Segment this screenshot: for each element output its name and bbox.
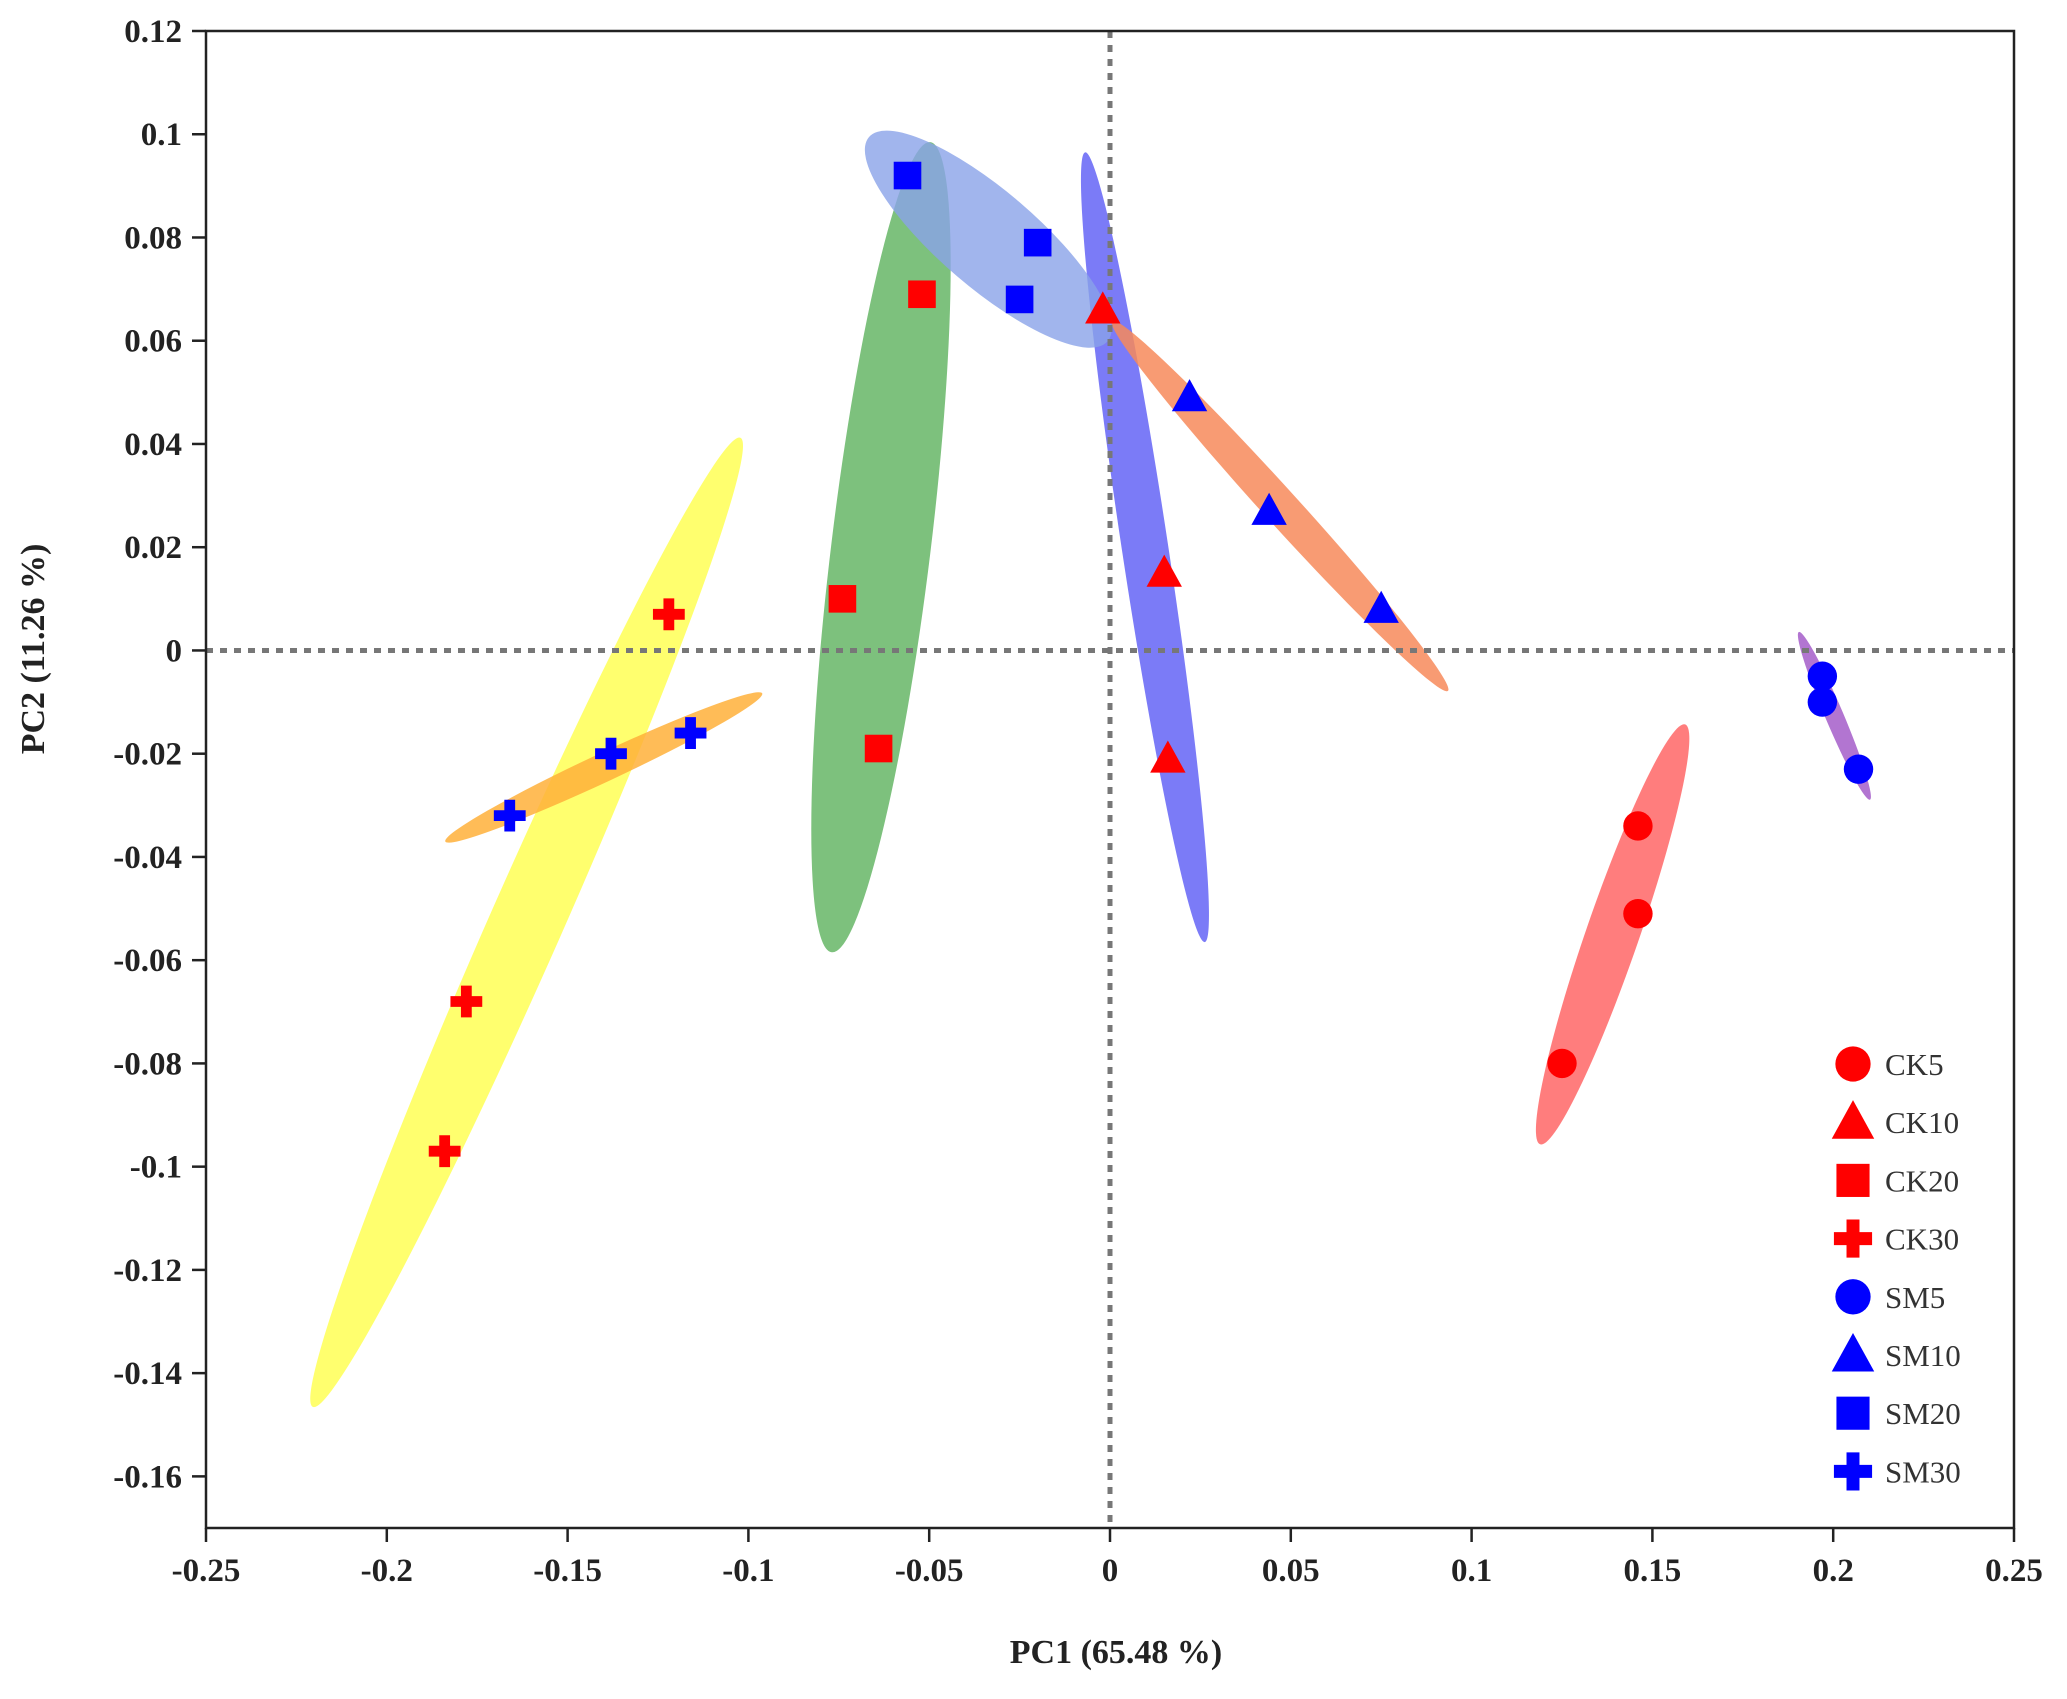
point-ck5-3	[1547, 1048, 1577, 1079]
x-tick-label: -0.15	[533, 1553, 602, 1589]
point-ck5-1	[1623, 811, 1653, 841]
x-tick-label: 0.25	[1985, 1553, 2043, 1589]
legend-item-ck10: CK10	[1831, 1100, 1959, 1140]
point-ck30-3	[428, 1135, 461, 1168]
x-tick-label: -0.25	[172, 1553, 241, 1589]
point-ck30-1	[652, 598, 685, 631]
legend-item-ck5: CK5	[1835, 1046, 1944, 1082]
legend-marker-sm30	[1833, 1452, 1873, 1491]
point-ck10-3	[1150, 740, 1186, 773]
legend-marker-sm10	[1831, 1332, 1875, 1372]
legend-marker-ck5	[1835, 1046, 1871, 1082]
legend-label-sm5: SM5	[1885, 1280, 1945, 1315]
legend-label-ck5: CK5	[1885, 1047, 1944, 1082]
point-ck30-2	[450, 985, 483, 1018]
ellipse-sm10	[1111, 320, 1449, 692]
axis-layer: -0.25 -0.2 -0.15 -0.1 -0.05 0 0.05 0.1 0.15 0.2 0.…	[113, 14, 2043, 1589]
y-tick-label: 0	[166, 633, 183, 669]
legend-item-ck20: CK20	[1836, 1163, 1959, 1198]
y-tick-label: 0.02	[124, 530, 182, 566]
point-sm10-1	[1171, 379, 1208, 412]
point-sm5-1	[1807, 661, 1838, 691]
x-tick-label: -0.1	[722, 1553, 774, 1589]
y-tick-label: -0.16	[113, 1459, 182, 1495]
x-tick-label: 0.1	[1451, 1553, 1492, 1589]
ellipse-ck30	[310, 437, 744, 1408]
legend-marker-ck20	[1836, 1163, 1870, 1197]
y-axis-title: PC2 (11.26 %)	[15, 544, 52, 755]
point-sm10-2	[1251, 492, 1287, 525]
point-ck20-3	[864, 734, 893, 763]
legend-marker-sm5	[1835, 1279, 1871, 1315]
legend-label-ck30: CK30	[1885, 1222, 1959, 1257]
ellipse-ck10	[1080, 152, 1209, 943]
legend-label-sm20: SM20	[1885, 1396, 1961, 1431]
y-tick-label: -0.02	[113, 737, 182, 773]
y-tick-label: -0.06	[113, 943, 182, 979]
y-tick-label: -0.12	[113, 1253, 182, 1289]
point-ck5-2	[1623, 899, 1653, 929]
point-sm10-3	[1363, 590, 1399, 623]
x-tick-label: 0.2	[1813, 1553, 1854, 1589]
point-sm20-2	[1023, 228, 1052, 257]
y-tick-label: 0.06	[124, 324, 182, 360]
legend: CK5 CK10 CK20 CK30 SM5 SM10 SM20 SM30	[1831, 1046, 1961, 1491]
x-tick-label: -0.05	[895, 1553, 964, 1589]
legend-label-ck10: CK10	[1885, 1105, 1959, 1140]
point-ck10-1	[1085, 291, 1121, 324]
y-tick-label: 0.04	[124, 427, 182, 463]
point-ck20-2	[828, 585, 857, 613]
data-point-layer	[428, 161, 1874, 1168]
x-tick-label: 0.05	[1262, 1553, 1320, 1589]
point-sm30-1	[674, 717, 707, 749]
y-tick-label: -0.04	[113, 840, 182, 876]
legend-item-sm30: SM30	[1833, 1452, 1961, 1491]
point-sm30-2	[595, 737, 627, 770]
point-ck10-2	[1146, 554, 1182, 587]
ellipse-ck20	[811, 142, 951, 953]
legend-marker-ck30	[1833, 1219, 1873, 1258]
reference-line-layer	[206, 31, 2014, 1528]
ellipse-ck5	[1535, 724, 1690, 1145]
x-tick-label: 0	[1102, 1553, 1119, 1589]
legend-label-ck20: CK20	[1885, 1163, 1959, 1198]
legend-item-sm5: SM5	[1835, 1279, 1945, 1315]
y-tick-label: -0.14	[113, 1356, 182, 1392]
point-sm5-3	[1843, 754, 1874, 784]
point-sm30-3	[493, 799, 526, 832]
legend-marker-sm20	[1836, 1396, 1870, 1430]
y-tick-label: -0.1	[130, 1150, 182, 1186]
x-tick-label: -0.2	[361, 1553, 413, 1589]
point-sm20-1	[893, 161, 922, 190]
legend-item-ck30: CK30	[1833, 1219, 1959, 1258]
legend-item-sm10: SM10	[1831, 1332, 1961, 1373]
x-tick-label: 0.15	[1624, 1553, 1682, 1589]
y-tick-label: 0.08	[124, 220, 182, 256]
y-tick-label: 0.1	[141, 117, 182, 153]
legend-label-sm30: SM30	[1885, 1454, 1961, 1489]
ellipse-sm20	[864, 130, 1112, 348]
point-ck20-1	[908, 280, 936, 309]
y-tick-label: 0.12	[124, 14, 182, 50]
legend-item-sm20: SM20	[1836, 1396, 1961, 1431]
confidence-ellipse-layer	[310, 130, 1871, 1408]
legend-marker-ck10	[1831, 1100, 1875, 1139]
point-sm5-2	[1807, 687, 1838, 717]
legend-label-sm10: SM10	[1885, 1338, 1961, 1373]
x-axis-title: PC1 (65.48 %)	[1010, 1634, 1222, 1671]
point-sm20-3	[1005, 285, 1034, 314]
y-tick-label: -0.08	[113, 1046, 182, 1082]
